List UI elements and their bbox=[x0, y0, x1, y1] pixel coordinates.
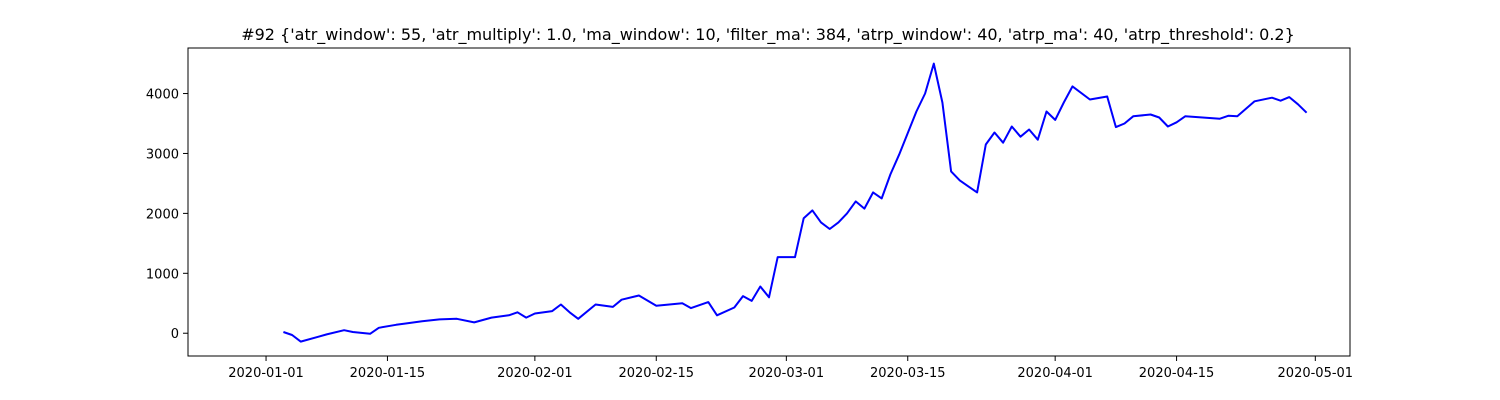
y-tick-label: 1000 bbox=[146, 267, 179, 282]
axis-ticks: 2020-01-01 2020-01-15 2020-02-01 2020-02-15… bbox=[146, 88, 1353, 381]
y-tick-label: 2000 bbox=[146, 207, 179, 222]
chart-title: #92 {'atr_window': 55, 'atr_multiply': 1… bbox=[241, 25, 1295, 45]
x-tick-label: 2020-04-15 bbox=[1139, 366, 1215, 381]
series-line bbox=[283, 62, 1308, 343]
x-tick-label: 2020-05-01 bbox=[1278, 366, 1354, 381]
y-tick-label: 3000 bbox=[146, 147, 179, 162]
data-series bbox=[283, 62, 1308, 343]
y-tick-label: 0 bbox=[171, 327, 179, 342]
x-tick-label: 2020-01-15 bbox=[350, 366, 426, 381]
x-tick-label: 2020-03-15 bbox=[870, 366, 946, 381]
x-tick-label: 2020-01-01 bbox=[228, 366, 304, 381]
x-tick-label: 2020-03-01 bbox=[749, 366, 825, 381]
x-tick-label: 2020-02-15 bbox=[618, 366, 694, 381]
y-tick-label: 4000 bbox=[146, 88, 179, 103]
x-tick-label: 2020-04-01 bbox=[1017, 366, 1093, 381]
plot-area-frame bbox=[187, 47, 1351, 357]
x-tick-label: 2020-02-01 bbox=[497, 366, 573, 381]
